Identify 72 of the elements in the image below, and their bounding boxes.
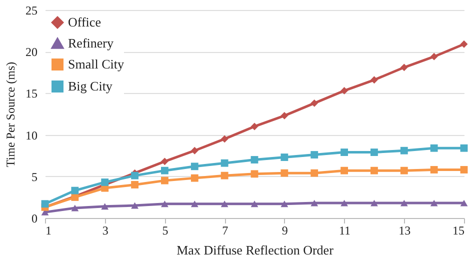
y-tick-label: 0	[32, 212, 38, 226]
point	[370, 76, 378, 84]
point	[400, 146, 408, 154]
x-tick-label: 9	[282, 224, 288, 238]
point	[460, 166, 468, 174]
point	[131, 181, 138, 188]
point	[430, 144, 438, 152]
point	[430, 166, 438, 174]
point	[220, 172, 228, 180]
point	[131, 172, 138, 180]
point	[340, 200, 348, 206]
point	[340, 86, 348, 94]
point	[220, 159, 228, 167]
point	[161, 176, 168, 184]
y-tick-label: 20	[26, 45, 38, 60]
legend-label: Refinery	[68, 36, 114, 50]
point	[340, 148, 348, 156]
legend-label: Big City	[68, 78, 113, 94]
x-tick-label: 1	[46, 224, 52, 238]
point	[280, 112, 288, 120]
point	[430, 52, 438, 60]
point	[161, 200, 168, 208]
point	[310, 99, 318, 107]
y-tick-label: 15	[26, 86, 38, 101]
point	[430, 200, 438, 206]
point	[250, 170, 258, 178]
x-tick-label: 3	[102, 224, 108, 238]
point	[161, 158, 168, 166]
point	[71, 186, 79, 194]
y-tick-label: 25	[26, 4, 38, 18]
point	[310, 200, 318, 206]
legend-label: Office	[68, 14, 102, 30]
point	[400, 200, 408, 206]
point	[280, 154, 288, 161]
point	[250, 122, 258, 130]
point	[460, 200, 468, 206]
point	[190, 200, 198, 208]
point	[370, 148, 378, 156]
point	[400, 166, 408, 174]
point	[190, 174, 198, 182]
legend-label: Small City	[68, 56, 124, 72]
x-tick-label: 5	[162, 224, 168, 238]
y-axis-title: Time Per Source (ms)	[4, 62, 18, 168]
x-tick-label: 11	[339, 224, 351, 238]
point	[460, 144, 468, 152]
point	[280, 200, 288, 208]
x-tick-label: 15	[452, 224, 464, 238]
y-tick-label: 5	[32, 170, 38, 184]
point	[460, 40, 468, 48]
point	[220, 200, 228, 208]
point	[41, 200, 49, 208]
point	[131, 202, 138, 209]
point	[220, 135, 228, 143]
point	[250, 200, 258, 208]
point	[370, 166, 378, 174]
point	[190, 146, 198, 154]
point	[250, 156, 258, 164]
point	[310, 151, 318, 158]
point	[400, 64, 408, 72]
y-tick-label: 10	[26, 128, 38, 142]
point	[161, 166, 168, 174]
x-tick-label: 7	[222, 224, 228, 238]
point	[71, 204, 79, 212]
point	[190, 162, 198, 170]
point	[101, 178, 109, 186]
point	[310, 169, 318, 177]
point	[370, 200, 378, 206]
point	[340, 166, 348, 174]
point	[101, 203, 109, 210]
point	[280, 169, 288, 177]
x-tick-label: 13	[398, 224, 411, 238]
x-axis-title: Max Diffuse Reflection Order	[176, 242, 334, 258]
